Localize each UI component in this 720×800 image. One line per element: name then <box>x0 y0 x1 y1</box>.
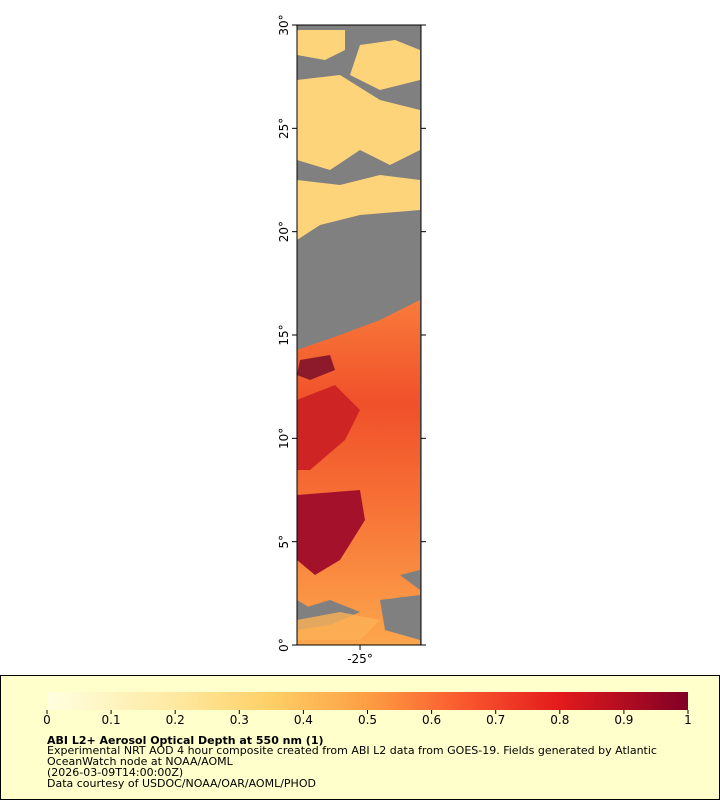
colorbar-tick-label: 0.9 <box>614 713 633 727</box>
colorbar-tick-label: 0.1 <box>102 713 121 727</box>
colorbar-tick-label: 0.4 <box>294 713 313 727</box>
map-image <box>297 25 421 645</box>
colorbar-tick-label: 0.3 <box>230 713 249 727</box>
colorbar-tick-label: 0.8 <box>550 713 569 727</box>
colorbar-tick-label: 1 <box>684 713 692 727</box>
colorbar-tick-label: 0.7 <box>486 713 505 727</box>
legend-line: Experimental NRT AOD 4 hour composite cr… <box>47 744 657 757</box>
colorbar-tick-label: 0 <box>43 713 51 727</box>
x-tick-label: -25° <box>347 652 373 666</box>
legend-title: ABI L2+ Aerosol Optical Depth at 550 nm … <box>47 734 324 747</box>
legend-line: Data courtesy of USDOC/NOAA/OAR/AOML/PHO… <box>47 777 316 790</box>
legend-line: (2026-03-09T14:00:00Z) <box>47 766 183 779</box>
y-tick-label: 20° <box>277 221 291 242</box>
colorbar-tick-label: 0.6 <box>422 713 441 727</box>
y-tick-label: 5° <box>277 535 291 549</box>
y-tick-label: 25° <box>277 118 291 139</box>
y-tick-label: 15° <box>277 324 291 345</box>
colorbar <box>47 692 688 710</box>
colorbar-tick-label: 0.5 <box>358 713 377 727</box>
legend-line: OceanWatch node at NOAA/AOML <box>47 755 234 768</box>
y-tick-label: 10° <box>277 428 291 449</box>
y-tick-label: 0° <box>277 638 291 652</box>
y-tick-label: 30° <box>277 14 291 35</box>
colorbar-tick-label: 0.2 <box>166 713 185 727</box>
